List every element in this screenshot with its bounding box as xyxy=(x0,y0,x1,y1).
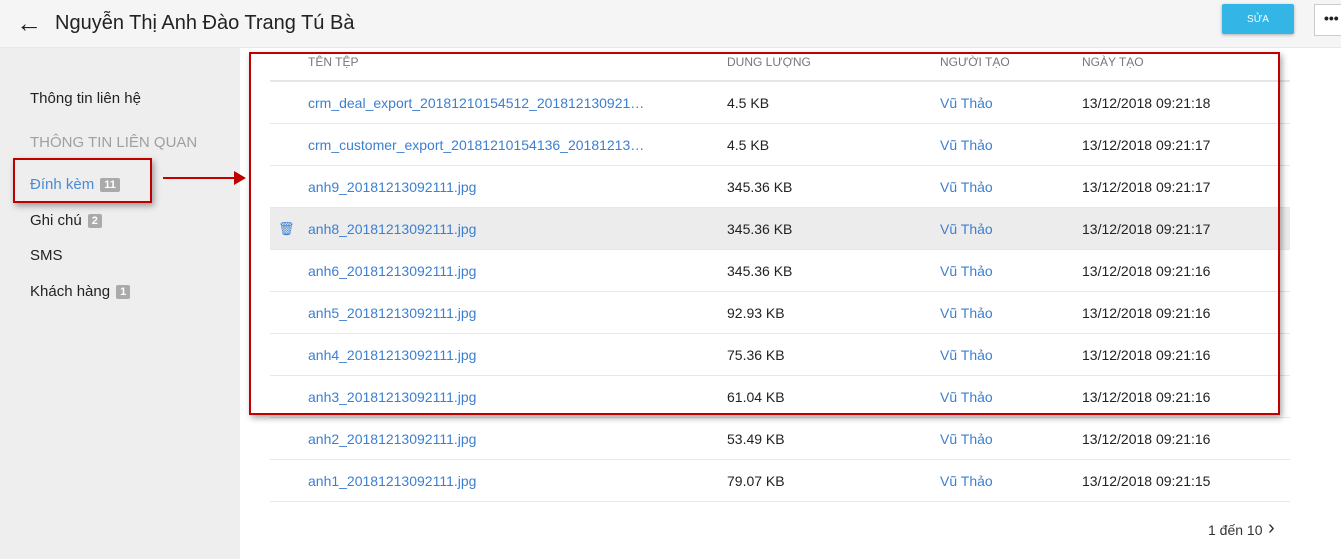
table-row[interactable]: 🗑 anh8_20181213092111.jpg 345.36 KB Vũ Thảo… xyxy=(270,208,1290,250)
file-name-link[interactable]: anh4_20181213092111.jpg xyxy=(308,347,477,363)
creator-link[interactable]: Vũ Thảo xyxy=(940,221,993,237)
created-date: 13/12/2018 09:21:16 xyxy=(1082,263,1211,279)
table-row[interactable]: anh1_20181213092111.jpg 79.07 KB Vũ Thảo 13… xyxy=(270,460,1290,502)
table-header: TÊN TỆP DUNG LƯỢNG NGƯỜI TẠO NGÀY TẠO xyxy=(270,48,1290,82)
created-date: 13/12/2018 09:21:17 xyxy=(1082,179,1211,195)
file-size: 53.49 KB xyxy=(727,431,785,447)
count-badge: 11 xyxy=(100,178,120,192)
file-size: 92.93 KB xyxy=(727,305,785,321)
table-row[interactable]: anh4_20181213092111.jpg 75.36 KB Vũ Thảo 13… xyxy=(270,334,1290,376)
file-name-link[interactable]: anh6_20181213092111.jpg xyxy=(308,263,477,279)
table-row[interactable]: crm_customer_export_20181210154136_20181… xyxy=(270,124,1290,166)
count-badge: 1 xyxy=(116,285,131,299)
table-row[interactable]: anh3_20181213092111.jpg 61.04 KB Vũ Thảo 13… xyxy=(270,376,1290,418)
table-row[interactable]: anh6_20181213092111.jpg 345.36 KB Vũ Thảo 1… xyxy=(270,250,1290,292)
edit-button[interactable]: SỬA xyxy=(1222,4,1294,34)
sidebar-item-sms[interactable]: SMS xyxy=(30,247,63,264)
annotation-arrow xyxy=(163,177,235,179)
creator-link[interactable]: Vũ Thảo xyxy=(940,263,993,279)
label: Khách hàng xyxy=(30,283,111,300)
table-row[interactable]: anh9_20181213092111.jpg 345.36 KB Vũ Thảo 1… xyxy=(270,166,1290,208)
column-header-creator[interactable]: NGƯỜI TẠO xyxy=(940,55,1010,69)
created-date: 13/12/2018 09:21:16 xyxy=(1082,305,1211,321)
creator-link[interactable]: Vũ Thảo xyxy=(940,179,993,195)
sidebar: Thông tin liên hệ THÔNG TIN LIÊN QUAN Đí… xyxy=(0,48,240,559)
file-size: 345.36 KB xyxy=(727,221,793,237)
file-name-link[interactable]: crm_customer_export_20181210154136_20181… xyxy=(308,137,645,153)
sidebar-item-notes[interactable]: Ghi chú 2 xyxy=(30,212,102,229)
related-info-heading: THÔNG TIN LIÊN QUAN xyxy=(30,134,198,151)
created-date: 13/12/2018 09:21:17 xyxy=(1082,221,1211,237)
file-size: 61.04 KB xyxy=(727,389,785,405)
file-name-link[interactable]: anh9_20181213092111.jpg xyxy=(308,179,477,195)
table-row[interactable]: anh5_20181213092111.jpg 92.93 KB Vũ Thảo 13… xyxy=(270,292,1290,334)
sidebar-item-attachments[interactable]: Đính kèm 11 xyxy=(30,176,120,193)
column-header-filename[interactable]: TÊN TỆP xyxy=(308,55,359,69)
file-size: 345.36 KB xyxy=(727,179,793,195)
trash-icon[interactable]: 🗑 xyxy=(278,221,295,236)
column-header-size[interactable]: DUNG LƯỢNG xyxy=(727,55,811,69)
file-name-link[interactable]: crm_deal_export_20181210154512_201812130… xyxy=(308,95,645,111)
sidebar-item-customers[interactable]: Khách hàng 1 xyxy=(30,283,131,300)
file-name-link[interactable]: anh3_20181213092111.jpg xyxy=(308,389,477,405)
created-date: 13/12/2018 09:21:16 xyxy=(1082,347,1211,363)
count-badge: 2 xyxy=(87,214,102,228)
creator-link[interactable]: Vũ Thảo xyxy=(940,347,993,363)
pagination-label: 1 đến 10 xyxy=(1208,522,1263,538)
column-header-date[interactable]: NGÀY TẠO xyxy=(1082,55,1144,69)
created-date: 13/12/2018 09:21:17 xyxy=(1082,137,1211,153)
file-name-link[interactable]: anh2_20181213092111.jpg xyxy=(308,431,477,447)
created-date: 13/12/2018 09:21:18 xyxy=(1082,95,1211,111)
attachments-table: TÊN TỆP DUNG LƯỢNG NGƯỜI TẠO NGÀY TẠO cr… xyxy=(270,48,1290,502)
file-size: 345.36 KB xyxy=(727,263,793,279)
file-size: 79.07 KB xyxy=(727,473,785,489)
table-row[interactable]: anh2_20181213092111.jpg 53.49 KB Vũ Thảo 13… xyxy=(270,418,1290,460)
file-size: 4.5 KB xyxy=(727,95,770,111)
more-options-button[interactable]: ••• xyxy=(1314,4,1341,36)
created-date: 13/12/2018 09:21:15 xyxy=(1082,473,1211,489)
creator-link[interactable]: Vũ Thảo xyxy=(940,473,993,489)
annotation-arrowhead-icon xyxy=(234,171,246,185)
label: Ghi chú xyxy=(30,212,82,229)
creator-link[interactable]: Vũ Thảo xyxy=(940,95,993,111)
next-page-chevron-icon[interactable]: › xyxy=(1268,517,1275,539)
created-date: 13/12/2018 09:21:16 xyxy=(1082,431,1211,447)
page-title: Nguyễn Thị Anh Đào Trang Tú Bà xyxy=(55,12,355,34)
back-arrow-icon[interactable]: ← xyxy=(16,8,42,38)
header: ← Nguyễn Thị Anh Đào Trang Tú Bà SỬA ••• xyxy=(0,0,1341,48)
file-name-link[interactable]: anh1_20181213092111.jpg xyxy=(308,473,477,489)
label: Đính kèm xyxy=(30,176,95,193)
creator-link[interactable]: Vũ Thảo xyxy=(940,431,993,447)
label: SMS xyxy=(30,247,63,264)
file-name-link[interactable]: anh8_20181213092111.jpg xyxy=(308,221,477,237)
creator-link[interactable]: Vũ Thảo xyxy=(940,389,993,405)
file-size: 4.5 KB xyxy=(727,137,770,153)
creator-link[interactable]: Vũ Thảo xyxy=(940,305,993,321)
file-name-link[interactable]: anh5_20181213092111.jpg xyxy=(308,305,477,321)
creator-link[interactable]: Vũ Thảo xyxy=(940,137,993,153)
created-date: 13/12/2018 09:21:16 xyxy=(1082,389,1211,405)
table-row[interactable]: crm_deal_export_20181210154512_201812130… xyxy=(270,82,1290,124)
sidebar-item-contact-info[interactable]: Thông tin liên hệ xyxy=(30,90,141,107)
file-size: 75.36 KB xyxy=(727,347,785,363)
